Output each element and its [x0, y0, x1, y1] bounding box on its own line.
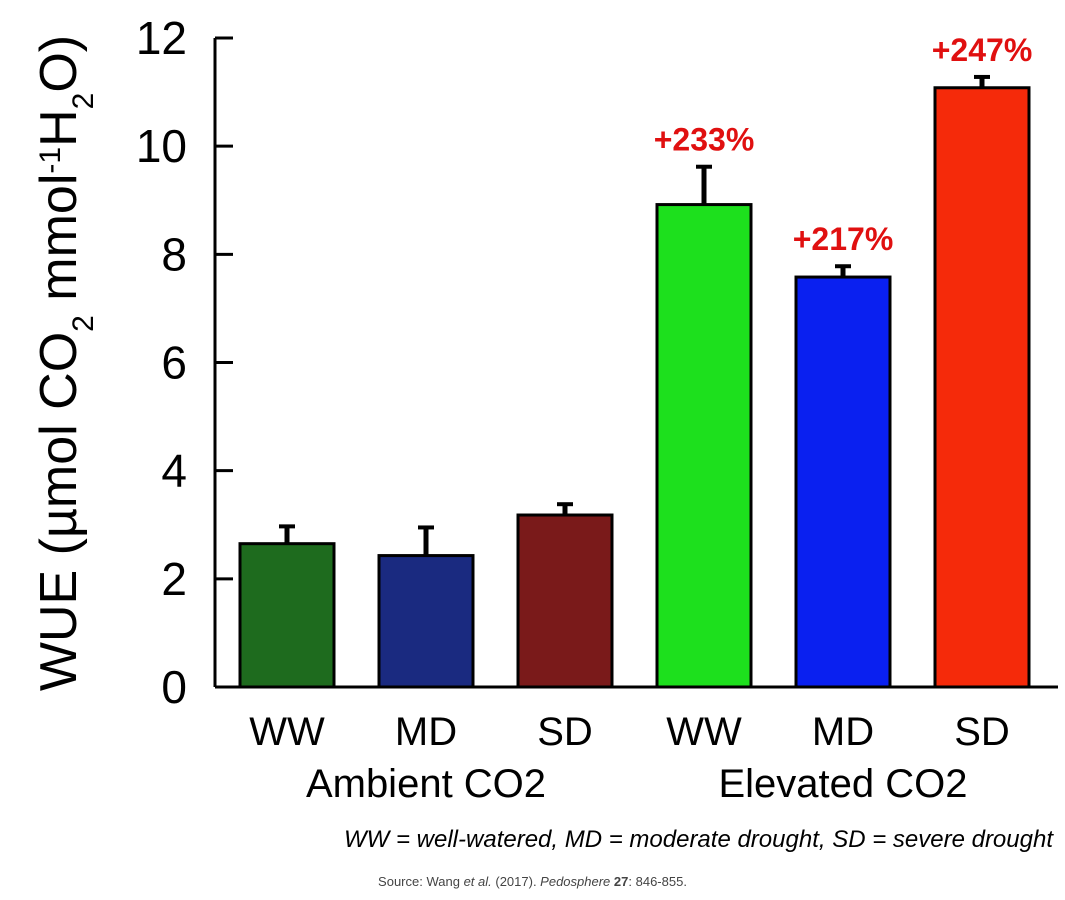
abbreviation-note: WW = well-watered, MD = moderate drought… — [344, 826, 1053, 854]
y-tick-label: 12 — [136, 12, 187, 64]
source-year: (2017). — [492, 874, 540, 889]
category-label: SD — [954, 710, 1010, 754]
category-label: WW — [249, 710, 325, 754]
y-axis-label-part: mmol — [30, 174, 88, 316]
y-axis-label-part: O) — [30, 35, 88, 93]
y-tick-label: 4 — [161, 445, 187, 497]
y-axis-label-part: WUE (µmol CO — [30, 332, 88, 691]
source-journal: Pedosphere — [540, 874, 610, 889]
bar-sd-5 — [935, 88, 1029, 687]
y-tick-label: 2 — [161, 553, 187, 605]
y-axis-label-part: -1 — [34, 147, 67, 174]
y-axis-label-part: H — [30, 109, 88, 147]
y-axis-label: WUE (µmol CO2 mmol-1H2O) — [30, 35, 100, 691]
category-label: MD — [812, 710, 874, 754]
y-tick-label: 10 — [136, 120, 187, 172]
source-etal: et al. — [464, 874, 492, 889]
group-label: Ambient CO2 — [306, 762, 546, 806]
category-label: SD — [537, 710, 593, 754]
bar-ww-3 — [657, 205, 751, 687]
y-tick-label: 8 — [161, 228, 187, 280]
source-prefix: Source: Wang — [378, 874, 464, 889]
category-label: MD — [395, 710, 457, 754]
y-tick-label: 0 — [161, 661, 187, 713]
source-volume: 27 — [614, 874, 628, 889]
y-tick-label: 6 — [161, 337, 187, 389]
bar-md-1 — [379, 556, 473, 687]
bar-sd-2 — [518, 515, 612, 687]
percent-annotation: +233% — [654, 122, 755, 158]
percent-annotation: +217% — [793, 221, 894, 257]
y-axis-label-part: 2 — [67, 93, 100, 110]
source-pages: : 846-855. — [628, 874, 687, 889]
group-label: Elevated CO2 — [718, 762, 967, 806]
bar-md-4 — [796, 277, 890, 687]
category-label: WW — [666, 710, 742, 754]
source-citation: Source: Wang et al. (2017). Pedosphere 2… — [0, 874, 1065, 889]
percent-annotation: +247% — [932, 32, 1033, 68]
bar-ww-0 — [240, 544, 334, 687]
y-axis-label-part: 2 — [67, 315, 100, 332]
